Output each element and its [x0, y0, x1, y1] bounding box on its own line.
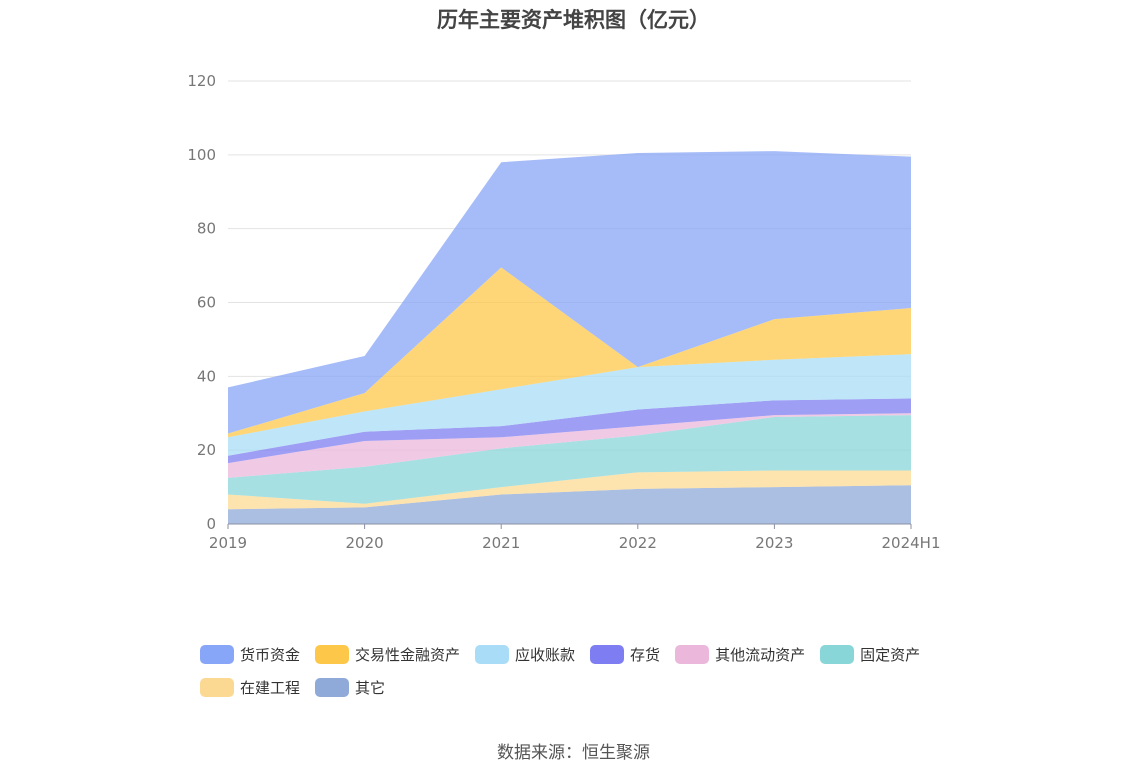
legend-label: 交易性金融资产	[355, 646, 461, 664]
legend-swatch	[675, 645, 710, 664]
legend-label: 应收账款	[515, 646, 576, 664]
legend-label: 固定资产	[860, 646, 921, 664]
legend-swatch	[200, 645, 234, 664]
legend-swatch	[590, 645, 625, 664]
y-tick-label: 80	[197, 220, 216, 238]
y-tick-label: 0	[206, 515, 216, 533]
chart-title: 历年主要资产堆积图（亿元）	[437, 8, 710, 32]
x-tick-label: 2019	[209, 534, 247, 552]
legend-swatch	[315, 645, 350, 664]
legend-row-2: 在建工程 其它	[200, 671, 980, 704]
legend-item-cash[interactable]: 货币资金	[200, 644, 300, 665]
legend-label: 货币资金	[240, 646, 301, 664]
x-tick-label: 2020	[346, 534, 384, 552]
area-series	[228, 470, 911, 510]
area-series	[228, 413, 911, 478]
legend-swatch	[200, 678, 234, 697]
legend-item-receivables[interactable]: 应收账款	[475, 644, 575, 665]
area-series	[228, 415, 911, 504]
area-series	[228, 398, 911, 464]
legend-label: 其他流动资产	[715, 646, 806, 664]
chart-legend: 货币资金 交易性金融资产 应收账款 存货 其他流动资产 固定资产 在建工程	[200, 638, 980, 704]
legend-row-1: 货币资金 交易性金融资产 应收账款 存货 其他流动资产 固定资产	[200, 638, 980, 671]
legend-swatch	[820, 645, 855, 664]
legend-item-inventory[interactable]: 存货	[590, 644, 660, 665]
area-series	[228, 485, 911, 524]
y-tick-label: 20	[197, 441, 216, 459]
data-source-note: 数据来源：恒生聚源	[497, 743, 650, 763]
legend-item-other[interactable]: 其它	[315, 677, 385, 698]
area-series	[228, 354, 911, 456]
legend-label: 在建工程	[240, 679, 301, 697]
x-tick-label: 2022	[619, 534, 657, 552]
legend-item-other-current-assets[interactable]: 其他流动资产	[675, 644, 805, 665]
y-tick-label: 100	[187, 146, 216, 164]
x-tick-label: 2021	[482, 534, 520, 552]
y-tick-label: 40	[197, 367, 216, 385]
legend-item-trading-financial-assets[interactable]: 交易性金融资产	[315, 644, 460, 665]
x-tick-label: 2023	[755, 534, 793, 552]
area-series	[228, 267, 911, 438]
legend-label: 存货	[630, 646, 661, 664]
x-tick-label: 2024H1	[882, 534, 941, 552]
stacked-area-chart: 0 20 40 60 80 100 120 2019 2020 2021 2022 2023 2024H…	[187, 72, 941, 552]
legend-swatch	[475, 645, 510, 664]
area-series	[228, 151, 911, 434]
y-tick-label: 60	[197, 294, 216, 312]
legend-swatch	[315, 678, 350, 697]
legend-item-fixed-assets[interactable]: 固定资产	[820, 644, 920, 665]
y-tick-label: 120	[187, 72, 216, 90]
legend-label: 其它	[355, 679, 386, 697]
legend-item-construction-in-progress[interactable]: 在建工程	[200, 677, 300, 698]
